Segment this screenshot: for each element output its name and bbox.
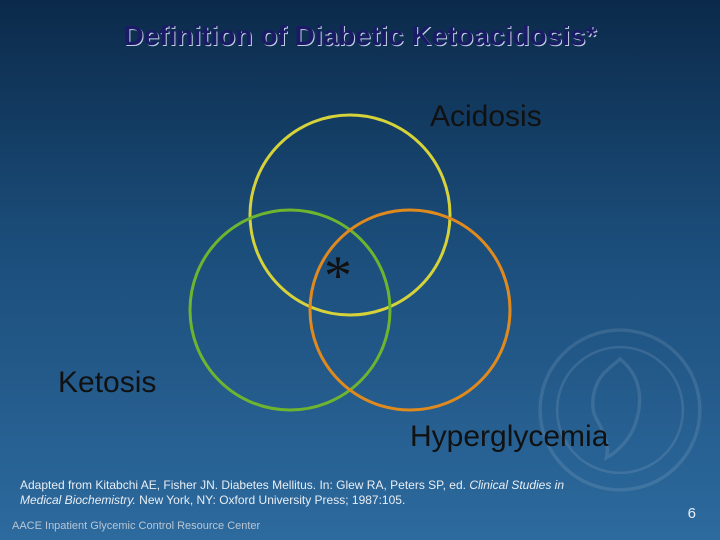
footer-text: AACE Inpatient Glycemic Control Resource…: [12, 520, 260, 532]
citation-text-plain: Adapted from Kitabchi AE, Fisher JN. Dia…: [20, 478, 469, 492]
label-hyperglycemia: Hyperglycemia: [410, 420, 608, 454]
watermark-seal: [535, 325, 705, 495]
page-number: 6: [688, 505, 696, 522]
intersection-marker: *: [324, 244, 352, 308]
label-acidosis: Acidosis: [430, 100, 542, 134]
circle-hyperglycemia: [310, 210, 510, 410]
citation: Adapted from Kitabchi AE, Fisher JN. Dia…: [20, 478, 580, 508]
citation-text-tail: New York, NY: Oxford University Press; 1…: [139, 493, 405, 507]
circle-ketosis: [190, 210, 390, 410]
slide: Definition of Diabetic Ketoacidosis* * A…: [0, 0, 720, 540]
slide-title: Definition of Diabetic Ketoacidosis*: [0, 20, 720, 52]
label-ketosis: Ketosis: [58, 366, 156, 400]
